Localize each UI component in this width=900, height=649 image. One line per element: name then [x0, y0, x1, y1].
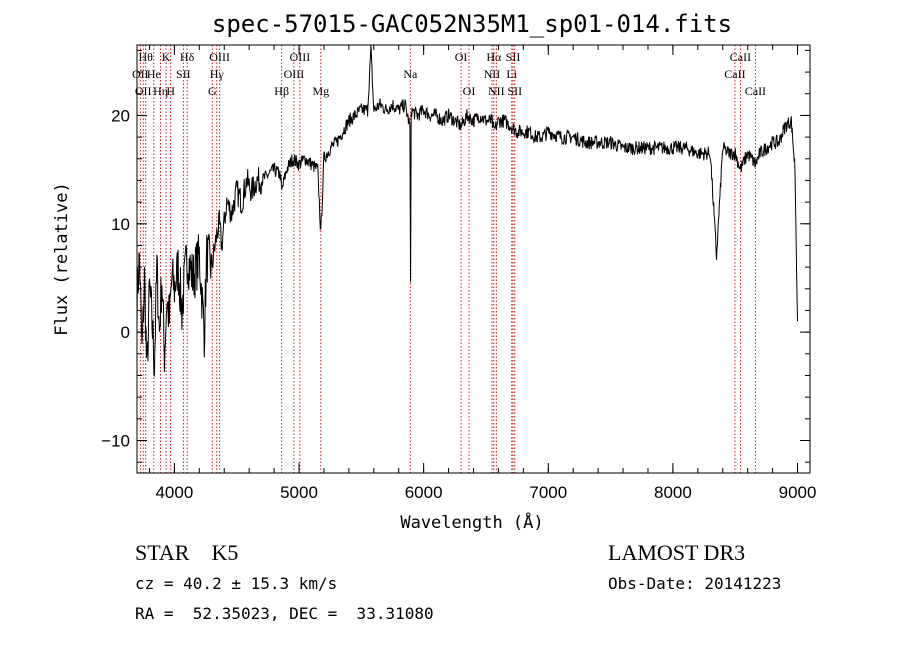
spectral-line-label: NII	[484, 67, 501, 81]
spectral-line-label: Hθ	[139, 50, 154, 64]
y-axis-label: Flux (relative)	[52, 182, 72, 336]
x-tick-label: 9000	[779, 483, 817, 502]
spectrum-line	[136, 45, 798, 378]
spectral-line-label: H	[166, 84, 175, 98]
spectral-line-label: OI	[463, 84, 476, 98]
y-axis: −10 0 10 20	[101, 49, 810, 463]
x-tick-label: 4000	[155, 483, 193, 502]
x-tick-label: 5000	[280, 483, 318, 502]
spectral-line-label: Hη	[153, 84, 168, 98]
spectral-line-label: G	[208, 84, 217, 98]
spectral-line-label: CaII	[724, 67, 745, 81]
spectral-line-label: CaII	[745, 84, 766, 98]
chart-title: spec-57015-GAC052N35M1_sp01-014.fits	[212, 10, 732, 38]
spectral-line-label: Li	[506, 67, 517, 81]
spectral-line-label: Hγ	[210, 67, 225, 81]
spectral-line-label: OI	[455, 50, 468, 64]
spectral-line-label: NII	[488, 84, 505, 98]
spectral-line-label: OIII	[284, 67, 305, 81]
object-class: STAR K5	[135, 540, 239, 565]
ra-dec: RA = 52.35023, DEC = 33.31080	[135, 604, 434, 623]
spectral-line-label: SII	[176, 67, 191, 81]
spectral-line-label: SII	[507, 84, 522, 98]
spectral-line-label: CaII	[730, 50, 751, 64]
plot-area	[136, 45, 798, 378]
spectral-line-label: OII	[135, 84, 152, 98]
spectral-line-label: SII	[506, 50, 521, 64]
spectral-line-label: He	[147, 67, 161, 81]
obs-date: Obs-Date: 20141223	[608, 574, 782, 593]
spectral-line-label: OII	[132, 67, 149, 81]
x-axis: 4000 5000 6000 7000 8000 9000	[148, 45, 817, 502]
redshift-cz: cz = 40.2 ± 15.3 km/s	[135, 574, 338, 593]
y-tick-label: −10	[101, 431, 130, 450]
y-tick-label: 10	[111, 215, 130, 234]
x-tick-label: 6000	[405, 483, 443, 502]
spectral-line-label: OIII	[290, 50, 311, 64]
spectral-line-label: Hβ	[274, 84, 289, 98]
survey-name: LAMOST DR3	[608, 540, 746, 565]
x-axis-label: Wavelength (Å)	[400, 511, 543, 533]
spectral-line-label: OIII	[209, 50, 230, 64]
y-tick-label: 20	[111, 106, 130, 125]
spectral-line-label: K	[162, 50, 171, 64]
plot-frame	[136, 44, 811, 474]
spectral-line-label: Na	[403, 67, 418, 81]
spectral-line-label: Hδ	[180, 50, 195, 64]
y-tick-label: 0	[121, 323, 130, 342]
spectral-line-label: Hα	[486, 50, 502, 64]
spectral-line-label: Mg	[312, 84, 329, 98]
x-tick-label: 8000	[654, 483, 692, 502]
x-tick-label: 7000	[529, 483, 567, 502]
